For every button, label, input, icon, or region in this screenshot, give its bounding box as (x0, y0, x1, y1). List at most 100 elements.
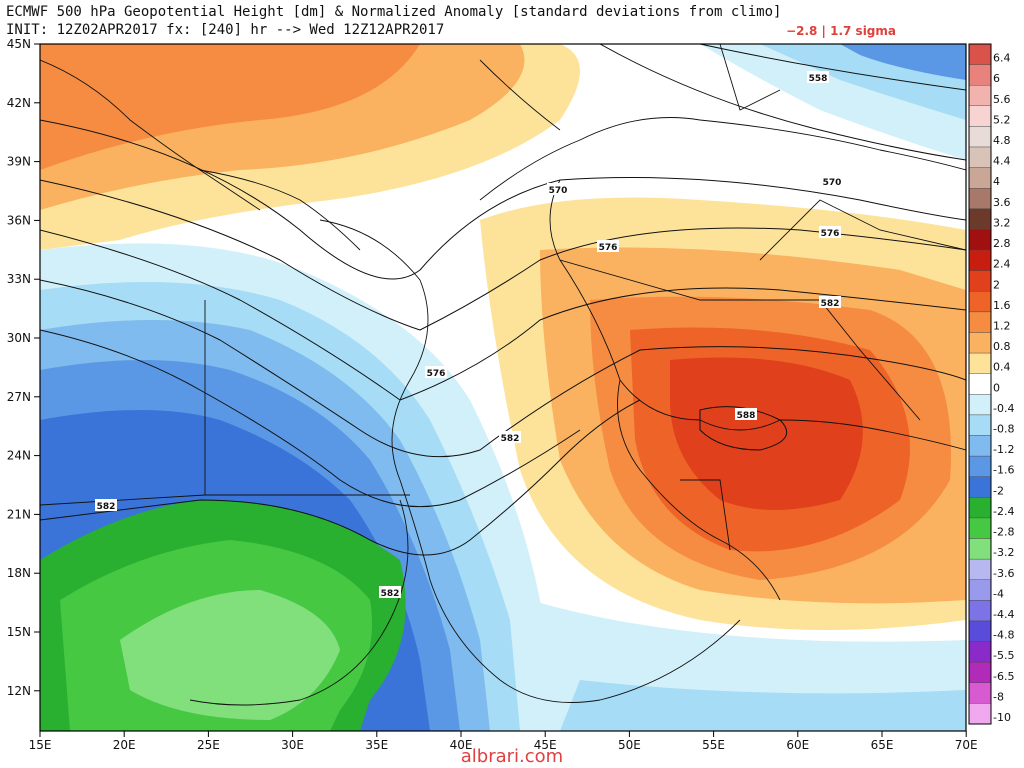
colorbar-swatch (968, 620, 992, 642)
colorbar-level-label: 3.6 (993, 196, 1011, 209)
colorbar-level-label: 5.2 (993, 113, 1011, 126)
colorbar-level-label: -4 (993, 587, 1004, 600)
lat-tick-label: 33N (7, 272, 31, 286)
lon-tick-label: 40E (450, 738, 473, 752)
colorbar-swatch (968, 682, 992, 704)
colorbar-level-label: -3.6 (993, 567, 1014, 580)
colorbar-swatch (968, 311, 992, 333)
lat-tick-label: 30N (7, 331, 31, 345)
colorbar-swatch (968, 703, 992, 725)
colorbar-swatch (968, 43, 992, 65)
colorbar-level-label: -0.8 (993, 423, 1014, 436)
colorbar-swatch (968, 538, 992, 560)
colorbar-swatch (968, 394, 992, 416)
colorbar-swatch (968, 85, 992, 107)
lat-tick-label: 45N (7, 37, 31, 51)
contour-label: 588 (737, 411, 756, 421)
lat-tick-label: 18N (7, 566, 31, 580)
min-max-sigma: −2.8 | 1.7 sigma (786, 24, 896, 38)
colorbar: 6.4 6 5.6 5.2 4.8 4.4 4 3.6 3.2 2.8 2.4 2 1.6 1.2 0.8 0… (968, 43, 1014, 725)
colorbar-level-label: -1.2 (993, 443, 1014, 456)
forecast-init-line: INIT: 12Z02APR2017 fx: [240] hr --> Wed … (6, 22, 445, 38)
lon-tick-label: 30E (281, 738, 304, 752)
colorbar-level-label: -8 (993, 690, 1004, 703)
contour-label: 558 (809, 74, 828, 84)
lon-tick-label: 60E (786, 738, 809, 752)
contour-label: 570 (549, 186, 568, 196)
contour-label: 582 (97, 502, 116, 512)
contour-label: 582 (381, 589, 400, 599)
lat-tick-label: 39N (7, 155, 31, 169)
lon-tick-label: 70E (955, 738, 978, 752)
colorbar-swatch (968, 146, 992, 168)
colorbar-swatch (968, 414, 992, 436)
lat-tick-label: 15N (7, 625, 31, 639)
contour-label: 576 (427, 369, 446, 379)
lon-tick-label: 20E (113, 738, 136, 752)
coastlines (40, 44, 966, 706)
lon-tick-label: 65E (871, 738, 894, 752)
colorbar-swatch (968, 332, 992, 354)
map-title: ECMWF 500 hPa Geopotential Height [dm] &… (6, 4, 782, 20)
colorbar-level-label: -1.6 (993, 464, 1014, 477)
colorbar-level-label: 1.6 (993, 299, 1011, 312)
colorbar-swatch (968, 661, 992, 683)
lon-tick-label: 45E (534, 738, 557, 752)
contour-label: 576 (821, 229, 840, 239)
colorbar-level-label: -2 (993, 484, 1004, 497)
colorbar-swatch (968, 435, 992, 457)
colorbar-level-label: 5.6 (993, 93, 1011, 106)
colorbar-level-label: -10 (993, 711, 1011, 724)
lat-tick-label: 27N (7, 390, 31, 404)
lon-tick-label: 35E (365, 738, 388, 752)
colorbar-level-label: 6 (993, 72, 1000, 85)
colorbar-level-label: -4.4 (993, 608, 1014, 621)
colorbar-level-label: -3.2 (993, 546, 1014, 559)
colorbar-level-label: 0 (993, 381, 1000, 394)
plot-frame (39, 43, 967, 732)
colorbar-swatch (968, 579, 992, 601)
watermark: albrari.com (460, 746, 564, 767)
colorbar-swatch (968, 455, 992, 477)
colorbar-level-label: 0.4 (993, 361, 1011, 374)
contour-label: 582 (821, 299, 840, 309)
colorbar-level-label: 2.4 (993, 258, 1011, 271)
colorbar-level-label: -2.4 (993, 505, 1014, 518)
colorbar-level-label: 2 (993, 278, 1000, 291)
lon-tick-label: 55E (702, 738, 725, 752)
colorbar-level-label: 4.8 (993, 134, 1011, 147)
colorbar-swatch (968, 270, 992, 292)
lon-tick-label: 25E (197, 738, 220, 752)
colorbar-swatch (968, 188, 992, 210)
colorbar-level-label: 4.4 (993, 155, 1011, 168)
lon-tick-label: 15E (29, 738, 52, 752)
colorbar-level-label: 3.2 (993, 216, 1011, 229)
colorbar-swatch (968, 558, 992, 580)
latitude-axis: 45N 42N 39N 36N 33N 30N 27N 24N 21N 18N 15N 12N (7, 37, 40, 698)
colorbar-swatch (968, 291, 992, 313)
contour-label: 576 (599, 243, 618, 253)
colorbar-swatch (968, 497, 992, 519)
colorbar-level-label: -6.5 (993, 670, 1014, 683)
colorbar-level-label: 0.8 (993, 340, 1011, 353)
colorbar-level-label: -2.8 (993, 526, 1014, 539)
colorbar-swatch (968, 373, 992, 395)
lat-tick-label: 12N (7, 684, 31, 698)
colorbar-swatch (968, 249, 992, 271)
lat-tick-label: 42N (7, 96, 31, 110)
lon-tick-label: 50E (618, 738, 641, 752)
colorbar-level-label: -5.5 (993, 649, 1014, 662)
colorbar-swatch (968, 476, 992, 498)
colorbar-level-label: 1.2 (993, 319, 1011, 332)
height-contours (40, 44, 966, 556)
colorbar-swatch (968, 641, 992, 663)
colorbar-swatch (968, 229, 992, 251)
lat-tick-label: 36N (7, 213, 31, 227)
contour-label: 570 (823, 178, 842, 188)
colorbar-swatch (968, 352, 992, 374)
longitude-axis: 15E 20E 25E 30E 35E 40E 45E 50E 55E 60E 65E 70E (29, 731, 978, 752)
contour-labels: 558 570 570 576 576 582 576 582 582 582 … (95, 71, 843, 599)
colorbar-level-label: 4 (993, 175, 1000, 188)
colorbar-level-label: 2.8 (993, 237, 1011, 250)
